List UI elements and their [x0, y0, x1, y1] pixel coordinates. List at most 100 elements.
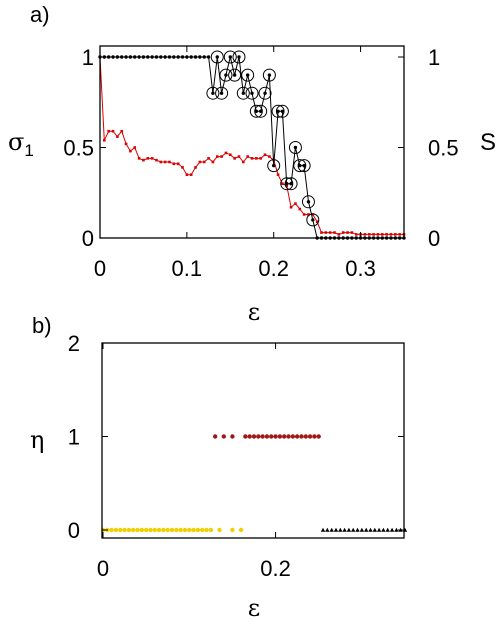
panel-a-black-point: [306, 200, 311, 204]
panel-a-black-point-ring: [223, 50, 237, 64]
panel-b-point: [165, 527, 170, 533]
panel-b-point: [381, 527, 386, 532]
panel-a-black-point: [128, 55, 133, 59]
panel-a-red-point: [246, 155, 249, 158]
panel-b-point: [191, 527, 196, 533]
panel-a-red-point: [367, 233, 371, 236]
panel-a-black-point-ring: [288, 141, 302, 154]
panel-b-frame: [101, 342, 405, 539]
panel-a-black-point-ring: [297, 159, 311, 173]
panel-a-ylabel-right: S: [480, 129, 496, 156]
panel-b-label: b): [32, 313, 52, 338]
panel-b-point: [131, 527, 136, 533]
panel-a-xtick-label: 0: [94, 256, 106, 281]
panel-a-red-point: [124, 142, 128, 146]
panel-b-point: [286, 434, 291, 439]
panel-a-black-point: [163, 55, 167, 59]
panel-b-point: [269, 434, 274, 439]
panel-a-black-line: [100, 56, 404, 239]
panel-b-point: [368, 527, 373, 532]
panel-a-black-point: [215, 55, 219, 59]
panel-a-black-point-ring: [284, 177, 298, 191]
panel-a-red-line: [99, 56, 404, 235]
panel-a-black-point: [198, 55, 202, 59]
panel-b-point: [182, 527, 188, 533]
panel-a-red-point: [202, 160, 206, 164]
panel-a-black-point-ring: [236, 86, 250, 100]
panel-b-point: [333, 527, 339, 532]
panel-b-ytick-label: 1: [68, 425, 80, 450]
panel-a-xtick-label: 0.2: [258, 256, 289, 281]
panel-a-red-point: [255, 157, 258, 160]
panel-a-black-point: [263, 91, 267, 95]
panel-a-black-point-ring: [267, 159, 281, 173]
panel-b-point: [264, 434, 270, 439]
panel-a-ytick-right-label: 1: [428, 45, 440, 70]
panel-b-point: [230, 527, 235, 533]
panel-b-point: [126, 527, 132, 533]
panel-a-red-point: [276, 173, 280, 176]
panel-a-red-point: [150, 157, 154, 160]
panel-a-red-point: [289, 205, 293, 209]
panel-a-red-point: [189, 173, 193, 176]
panel-a-red-point: [159, 160, 163, 164]
panel-b-point: [338, 527, 343, 532]
panel-a-black-point: [254, 109, 259, 114]
panel-a-red-point: [263, 153, 267, 157]
panel-a-black-point: [276, 109, 280, 114]
panel-a-red-point: [250, 157, 254, 160]
panel-b-xtick-label: 0.2: [260, 556, 291, 581]
panel-b-point: [109, 527, 114, 533]
panel-a-black-point-ring: [219, 68, 233, 82]
panel-a-black-point: [302, 163, 306, 168]
panel-b-marks: [100, 434, 408, 533]
panel-a-red-point: [185, 173, 189, 176]
panel-b-point: [148, 527, 153, 533]
panel-b-ylabel: η: [30, 426, 44, 454]
panel-a-red-point: [328, 231, 332, 234]
panel-b-point: [294, 434, 300, 439]
panel-a-red-point: [281, 182, 284, 185]
panel-b-point: [152, 527, 157, 533]
panel-a-red-point: [315, 220, 319, 224]
panel-a-black-point: [137, 55, 141, 59]
panel-a-black-point: [289, 182, 293, 186]
panel-a-red-point: [155, 158, 158, 162]
panel-a-black-point: [120, 55, 124, 59]
panel-a-black-point: [115, 55, 120, 59]
panel-b-point: [376, 527, 382, 532]
panel-a-red-point: [385, 233, 388, 236]
panel-a-black-point: [185, 55, 189, 59]
panel-a-black-point-ring: [215, 86, 229, 100]
panel-a-ytick-left-label: 0.5: [63, 136, 94, 161]
panel-a-red-point: [237, 155, 241, 158]
panel-a-red-point: [350, 231, 354, 234]
panel-a-red-point: [324, 231, 328, 234]
panel-b-point: [256, 434, 261, 439]
panel-b-point: [307, 434, 313, 439]
panel-a-black-point-ring: [206, 86, 220, 100]
panel-b-point: [195, 527, 201, 533]
panel-b-point: [243, 434, 248, 439]
panel-a-black-point: [241, 91, 246, 95]
panel-a-red-point: [129, 149, 132, 153]
panel-a-black-point: [258, 109, 263, 114]
panel-b-point: [174, 527, 179, 533]
panel-a-black-point: [106, 55, 111, 59]
panel-a-black-point: [167, 55, 172, 59]
panel-a-black-point: [202, 55, 206, 59]
panel-a-ytick-left-label: 0: [82, 226, 94, 251]
panel-a-red-point: [363, 233, 367, 236]
panel-b-point: [208, 527, 214, 533]
panel-b-point: [230, 434, 235, 439]
panel-b-point: [316, 434, 321, 439]
panel-a-xtick-label: 0.3: [345, 256, 376, 281]
panel-a-black-point-ring: [262, 68, 276, 82]
panel-b-point: [329, 527, 334, 532]
panel-b-point: [178, 527, 183, 533]
panel-a-black-point: [133, 55, 137, 59]
panel-b-point: [389, 527, 395, 532]
panel-b-point: [325, 527, 330, 532]
panel-a-red-point: [259, 157, 262, 160]
